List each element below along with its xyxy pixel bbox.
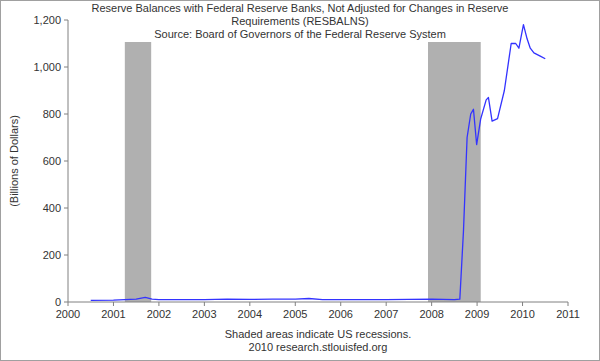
series-line xyxy=(91,25,546,301)
x-tick xyxy=(249,302,250,306)
x-tick xyxy=(522,302,523,306)
y-tick xyxy=(64,67,68,68)
x-tick-label: 2011 xyxy=(556,308,580,320)
y-tick-label: 1,200 xyxy=(33,14,61,26)
x-tick-label: 2008 xyxy=(419,308,443,320)
x-axis xyxy=(68,302,568,303)
y-tick-label: 1,000 xyxy=(33,61,61,73)
recession-shade xyxy=(428,42,481,302)
y-tick xyxy=(64,302,68,303)
x-tick xyxy=(568,302,569,306)
y-tick-label: 200 xyxy=(43,249,61,261)
x-tick xyxy=(340,302,341,306)
y-tick xyxy=(64,161,68,162)
x-tick-label: 2005 xyxy=(283,308,307,320)
recession-shade xyxy=(125,42,151,302)
x-tick-label: 2003 xyxy=(192,308,216,320)
x-tick-label: 2002 xyxy=(147,308,171,320)
y-tick-label: 800 xyxy=(43,108,61,120)
y-tick xyxy=(64,255,68,256)
y-tick xyxy=(64,208,68,209)
title: Requirements (RESBALNS) xyxy=(231,15,369,27)
y-tick xyxy=(64,20,68,21)
x-tick-label: 2009 xyxy=(465,308,489,320)
y-tick-label: 0 xyxy=(55,296,61,308)
x-tick-label: 2010 xyxy=(510,308,534,320)
y-tick xyxy=(64,114,68,115)
x-tick-label: 2006 xyxy=(328,308,352,320)
x-tick xyxy=(477,302,478,306)
x-tick-label: 2001 xyxy=(101,308,125,320)
x-tick xyxy=(431,302,432,306)
x-tick xyxy=(204,302,205,306)
y-tick-label: 600 xyxy=(43,155,61,167)
x-tick xyxy=(158,302,159,306)
y-axis-label: (Billions of Dollars) xyxy=(8,115,20,207)
note: Shaded areas indicate US recessions. xyxy=(225,328,412,340)
x-tick-label: 2000 xyxy=(56,308,80,320)
title: Source: Board of Governors of the Federa… xyxy=(154,28,446,40)
x-tick xyxy=(68,302,69,306)
plot-area xyxy=(91,25,546,302)
frame xyxy=(1,1,600,361)
x-tick xyxy=(113,302,114,306)
y-tick-label: 400 xyxy=(43,202,61,214)
x-tick xyxy=(386,302,387,306)
x-tick xyxy=(295,302,296,306)
chart: 0 200 400 600 800 1,000 1,200 2000 2001 2002 2003 2… xyxy=(0,0,600,361)
x-tick-label: 2004 xyxy=(238,308,262,320)
title: Reserve Balances with Federal Reserve Ba… xyxy=(92,2,509,14)
x-tick-label: 2007 xyxy=(374,308,398,320)
note: 2010 research.stlouisfed.org xyxy=(249,341,388,353)
